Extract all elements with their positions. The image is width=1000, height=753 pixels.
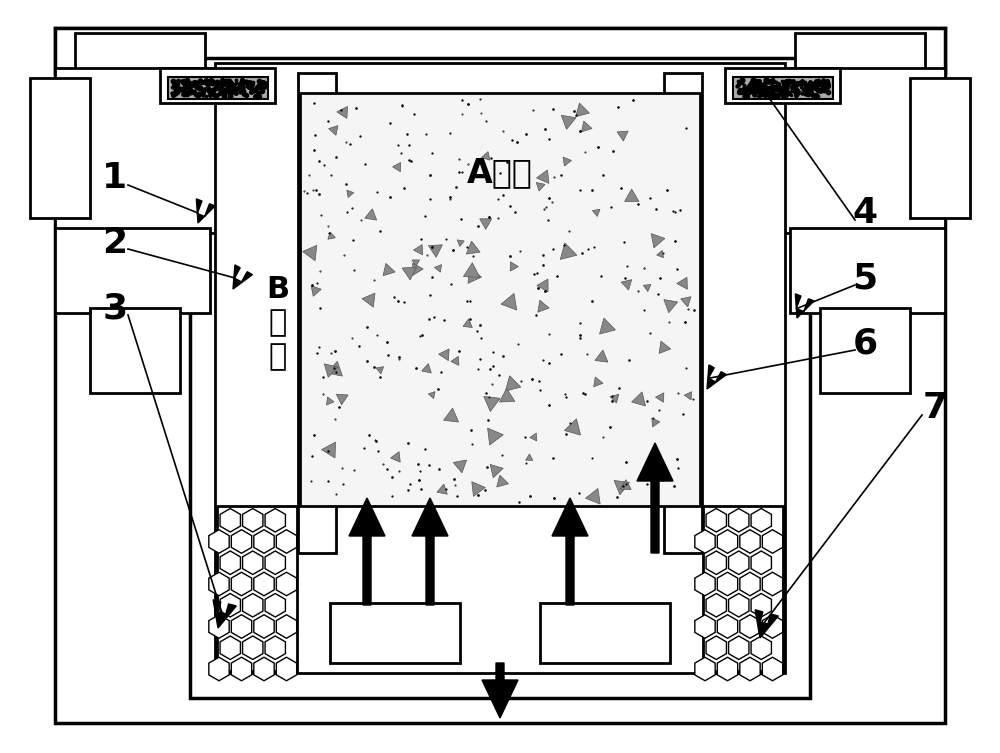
Bar [330, 603, 460, 663]
Polygon shape [482, 663, 518, 718]
Bar [168, 77, 268, 99]
Text: B
区
域: B 区 域 [266, 275, 290, 371]
Bar [910, 78, 970, 218]
Bar [790, 228, 945, 313]
Text: 7: 7 [922, 391, 948, 425]
Bar [55, 228, 210, 313]
Bar [55, 28, 945, 723]
Bar [190, 58, 810, 698]
Text: 3: 3 [102, 291, 128, 325]
Bar [160, 68, 275, 103]
Bar [733, 77, 833, 99]
Text: 1: 1 [102, 161, 128, 195]
Bar [90, 308, 180, 393]
Polygon shape [795, 294, 814, 318]
Polygon shape [707, 365, 726, 389]
Text: 2: 2 [102, 226, 128, 260]
Polygon shape [233, 265, 252, 289]
Bar [30, 78, 90, 218]
Bar [55, 28, 945, 73]
Polygon shape [349, 498, 385, 605]
Polygon shape [752, 78, 774, 98]
Bar [795, 33, 925, 93]
Text: A区域: A区域 [467, 157, 533, 190]
Text: 5: 5 [852, 261, 878, 295]
Bar [215, 63, 785, 673]
Bar [775, 68, 945, 233]
Bar [300, 93, 700, 506]
Polygon shape [637, 443, 673, 553]
Bar [55, 68, 225, 233]
Bar [540, 603, 670, 663]
Bar [725, 68, 840, 103]
Bar [664, 73, 702, 553]
Bar [298, 73, 336, 553]
Bar [820, 308, 910, 393]
Bar [217, 506, 297, 671]
Polygon shape [196, 199, 215, 223]
Text: 4: 4 [852, 196, 878, 230]
Polygon shape [552, 498, 588, 605]
Polygon shape [755, 610, 778, 638]
Polygon shape [412, 498, 448, 605]
Bar [703, 506, 783, 671]
Bar [75, 33, 205, 93]
Text: 6: 6 [852, 326, 878, 360]
Polygon shape [213, 600, 236, 628]
